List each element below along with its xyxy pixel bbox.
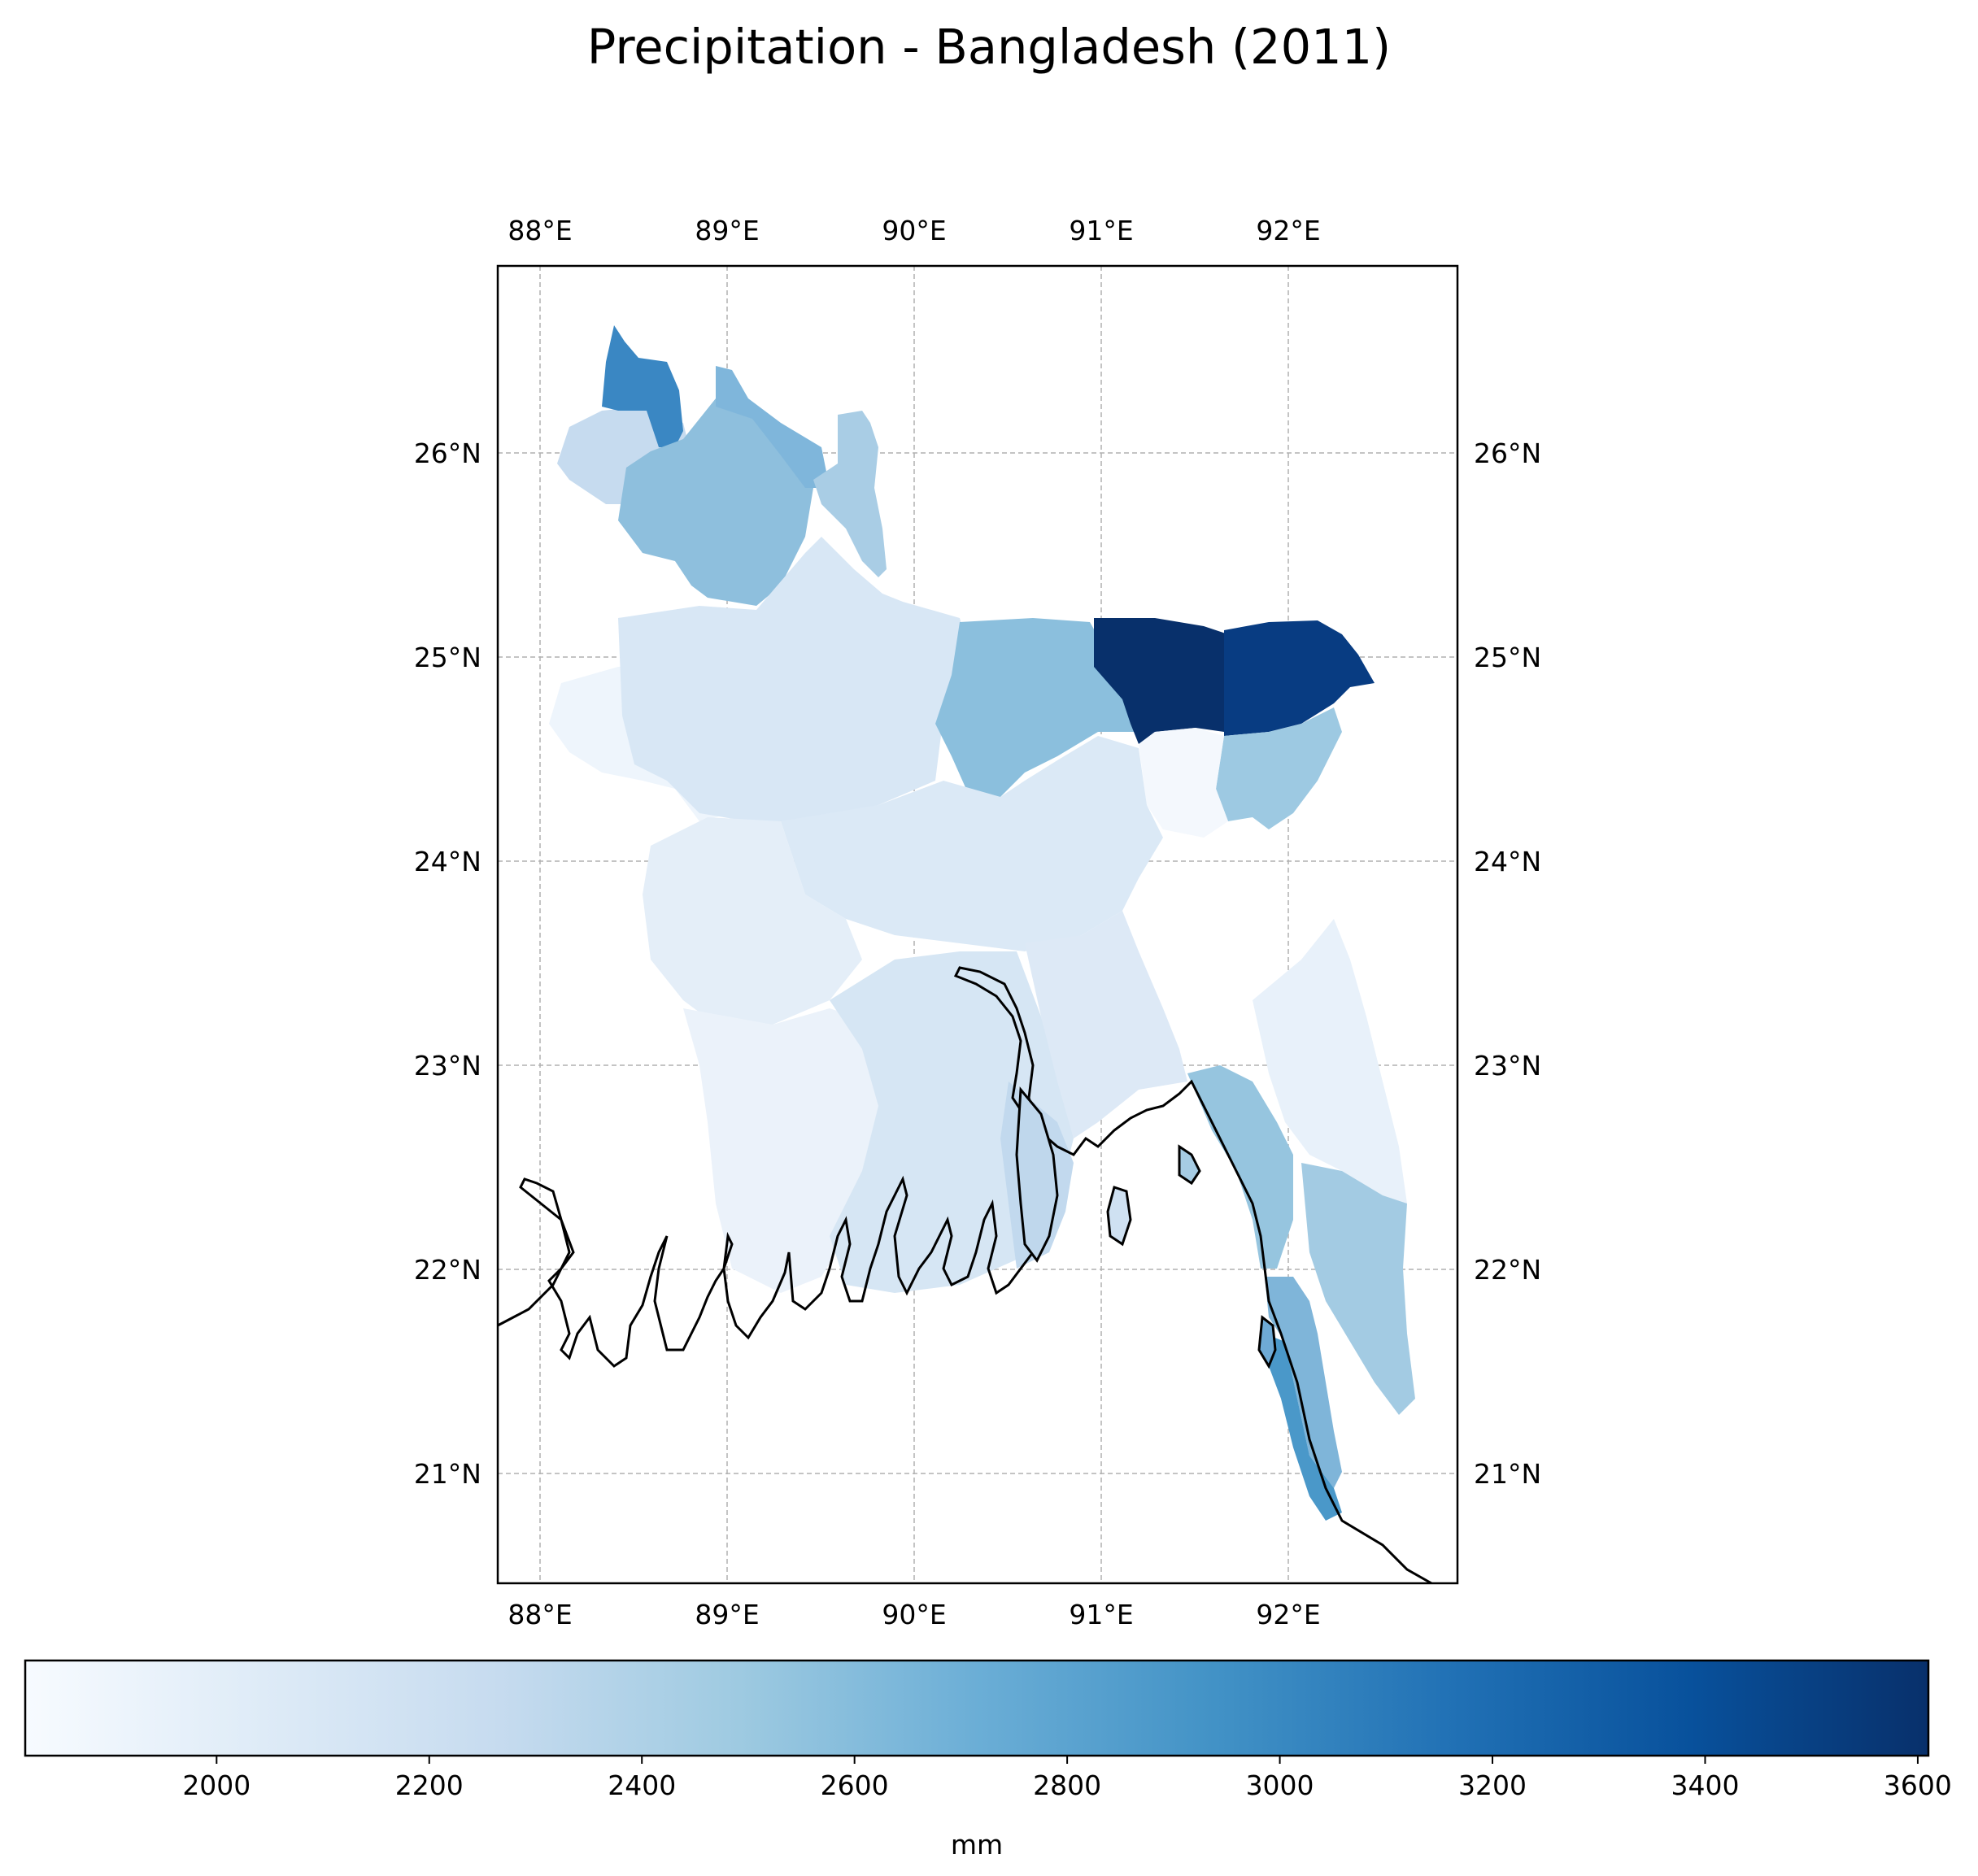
map-area bbox=[498, 266, 1457, 1583]
lon-tick-bottom-89: 89°E bbox=[695, 1599, 759, 1630]
colorbar-label: mm bbox=[951, 1829, 1003, 1861]
colorbar-tick-label: 2800 bbox=[1033, 1769, 1101, 1801]
lat-ticks-right: 26°N 25°N 24°N 23°N 22°N 21°N bbox=[1474, 437, 1541, 1490]
lat-tick-left-23: 23°N bbox=[414, 1050, 481, 1082]
lon-tick-bottom-88: 88°E bbox=[508, 1599, 572, 1630]
colorbar-ticks: 2000 2200 2400 2600 2800 3000 3200 3400 3600 bbox=[182, 1756, 1952, 1801]
lon-tick-top-90: 90°E bbox=[882, 215, 946, 246]
colorbar-tick-label: 3000 bbox=[1246, 1769, 1314, 1801]
lat-tick-right-25: 25°N bbox=[1474, 642, 1541, 673]
lon-tick-top-89: 89°E bbox=[695, 215, 759, 246]
map-title: Precipitation - Bangladesh (2011) bbox=[586, 19, 1392, 75]
island-maheshkhali bbox=[1257, 1315, 1277, 1369]
lat-tick-left-22: 22°N bbox=[414, 1254, 481, 1286]
colorbar-tick-label: 3200 bbox=[1458, 1769, 1527, 1801]
region-nilphamari bbox=[716, 366, 830, 488]
map-frame bbox=[496, 264, 1459, 1585]
colorbar-gradient bbox=[24, 1659, 1930, 1757]
island-hatiya bbox=[1106, 1186, 1132, 1247]
region-north-east-dark bbox=[1094, 618, 1228, 744]
colorbar-tick-label: 3400 bbox=[1671, 1769, 1739, 1801]
lon-ticks-top: 88°E 89°E 90°E 91°E 92°E bbox=[508, 215, 1320, 246]
lat-tick-left-24: 24°N bbox=[414, 846, 481, 877]
region-chittagong-hills-north bbox=[1253, 919, 1407, 1204]
colorbar-tick-label: 2200 bbox=[395, 1769, 464, 1801]
lon-ticks-bottom: 88°E 89°E 90°E 91°E 92°E bbox=[508, 1599, 1320, 1630]
lat-tick-left-21: 21°N bbox=[414, 1458, 481, 1490]
lat-tick-left-25: 25°N bbox=[414, 642, 481, 673]
coastline bbox=[498, 966, 1432, 1583]
region-panchagarh bbox=[602, 325, 683, 447]
region-habiganj bbox=[1139, 728, 1228, 838]
lon-tick-bottom-91: 91°E bbox=[1069, 1599, 1133, 1630]
colorbar: 2000 2200 2400 2600 2800 3000 3200 3400 3600 mm bbox=[24, 1659, 1952, 1861]
lon-tick-top-92: 92°E bbox=[1256, 215, 1320, 246]
region-kurigram bbox=[813, 411, 887, 577]
colorbar-tick-label: 2400 bbox=[608, 1769, 676, 1801]
island-sandwip bbox=[1178, 1144, 1201, 1186]
lon-tick-top-91: 91°E bbox=[1069, 215, 1133, 246]
region-north-mid bbox=[618, 398, 813, 606]
lat-tick-right-23: 23°N bbox=[1474, 1050, 1541, 1082]
lat-tick-right-24: 24°N bbox=[1474, 846, 1541, 877]
region-north-central bbox=[618, 537, 976, 821]
colorbar-tick-label: 3600 bbox=[1884, 1769, 1952, 1801]
lat-tick-right-21: 21°N bbox=[1474, 1458, 1541, 1490]
lat-tick-right-22: 22°N bbox=[1474, 1254, 1541, 1286]
region-mymensingh bbox=[935, 618, 1139, 797]
region-rangamati bbox=[1301, 1163, 1415, 1415]
region-coxs-bazar bbox=[1265, 1334, 1342, 1521]
lon-tick-bottom-92: 92°E bbox=[1256, 1599, 1320, 1630]
lat-ticks-left: 26°N 25°N 24°N 23°N 22°N 21°N bbox=[414, 437, 481, 1490]
region-chittagong bbox=[1265, 1277, 1342, 1488]
colorbar-tick-label: 2000 bbox=[182, 1769, 251, 1801]
lat-tick-right-26: 26°N bbox=[1474, 437, 1541, 469]
region-moulvibazar bbox=[1216, 707, 1342, 829]
region-central-dhaka bbox=[781, 736, 1163, 951]
colorbar-tick-label: 2600 bbox=[821, 1769, 889, 1801]
lat-tick-left-26: 26°N bbox=[414, 437, 481, 469]
island-bhola bbox=[1015, 1086, 1059, 1263]
lon-tick-top-88: 88°E bbox=[508, 215, 572, 246]
region-sylhet bbox=[1224, 620, 1375, 736]
lon-tick-bottom-90: 90°E bbox=[882, 1599, 946, 1630]
region-comilla bbox=[1025, 911, 1187, 1138]
region-feni-noakhali bbox=[1187, 1065, 1293, 1269]
region-west-central bbox=[643, 817, 862, 1025]
